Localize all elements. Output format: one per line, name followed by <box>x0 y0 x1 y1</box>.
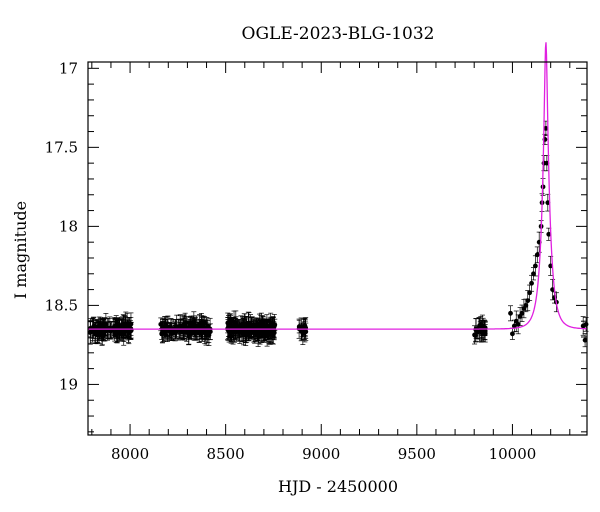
point-marker <box>198 328 204 334</box>
point-marker <box>119 324 124 330</box>
point-marker <box>113 329 119 335</box>
point-marker <box>247 328 253 334</box>
data-point <box>529 274 535 292</box>
x-tick-label: 10000 <box>489 445 537 463</box>
point-marker <box>508 310 513 316</box>
y-tick-label: 18 <box>59 217 78 235</box>
point-marker <box>529 280 534 286</box>
data-point <box>187 317 193 337</box>
x-tick-label: 8000 <box>111 445 149 463</box>
x-axis-label: HJD - 2450000 <box>278 477 398 496</box>
plot-area <box>87 42 589 348</box>
data-point <box>247 323 253 340</box>
point-marker <box>266 330 272 335</box>
point-marker <box>296 324 302 329</box>
data-point <box>580 316 586 336</box>
data-point <box>508 305 514 322</box>
data-point <box>296 319 302 334</box>
point-marker <box>510 331 515 337</box>
point-marker <box>519 310 525 316</box>
axis-ticks: 8000 8500 9000 9500 10000 17 17.5 18 18.5 19 <box>45 59 587 463</box>
data-point <box>532 255 538 277</box>
point-marker <box>300 330 306 336</box>
model-curve <box>88 42 587 330</box>
point-marker <box>583 321 589 327</box>
y-axis-label: I magnitude <box>11 201 30 299</box>
point-marker <box>187 324 193 330</box>
data-point <box>198 323 204 339</box>
plot-frame <box>87 61 588 436</box>
data-point <box>300 321 306 345</box>
data-point <box>113 321 119 343</box>
data-point <box>534 246 540 264</box>
y-tick-label: 18.5 <box>45 296 78 314</box>
data-point <box>175 318 181 335</box>
y-tick-label: 17 <box>59 59 78 77</box>
point-marker <box>511 323 517 329</box>
point-marker <box>473 333 478 338</box>
point-marker <box>91 324 97 330</box>
data-point <box>118 318 124 336</box>
data-point <box>509 327 515 340</box>
point-marker <box>582 337 588 343</box>
y-tick-label: 17.5 <box>45 138 78 156</box>
data-point <box>530 267 536 281</box>
point-marker <box>523 302 529 308</box>
x-tick-label: 8500 <box>207 445 245 463</box>
data-point <box>266 320 272 345</box>
point-marker <box>482 325 488 331</box>
point-marker <box>262 329 268 335</box>
point-marker <box>534 252 540 258</box>
point-marker <box>543 125 549 131</box>
data-point <box>527 284 533 301</box>
x-tick-label: 9500 <box>398 445 436 463</box>
point-marker <box>93 330 99 336</box>
point-marker <box>242 321 248 327</box>
point-marker <box>253 331 258 336</box>
data-point <box>252 325 258 342</box>
point-marker <box>546 231 552 237</box>
x-tick-label: 9000 <box>302 445 340 463</box>
point-marker <box>87 330 93 335</box>
chart-title: OGLE-2023-BLG-1032 <box>242 24 435 44</box>
point-marker <box>176 324 181 330</box>
data-point <box>87 321 93 344</box>
point-marker <box>531 271 536 277</box>
y-tick-label: 19 <box>59 375 78 393</box>
point-marker <box>532 263 538 269</box>
data-point <box>242 313 248 334</box>
